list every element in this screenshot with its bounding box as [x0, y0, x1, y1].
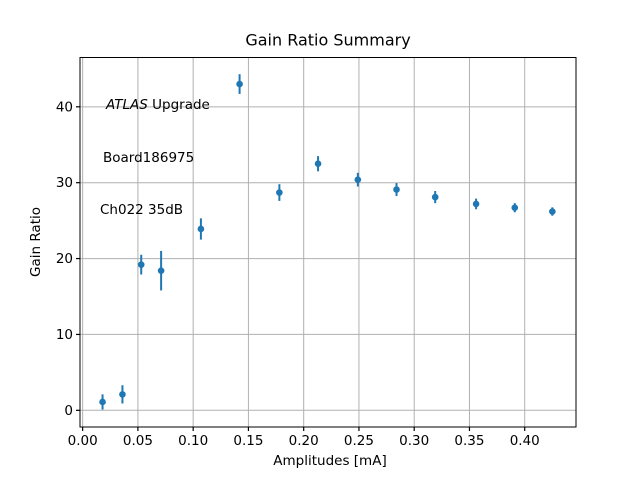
x-tick-label: 0.10 [178, 433, 208, 449]
x-tick-label: 0.00 [68, 433, 98, 449]
data-point [431, 193, 439, 201]
annotation-atlas-text: ATLAS [106, 97, 148, 113]
annotation-line-1: ATLAS Upgrade [100, 97, 210, 115]
data-point [472, 200, 480, 208]
data-point [393, 186, 400, 193]
x-tick-label: 0.15 [233, 433, 263, 449]
x-tick-label: 0.20 [289, 433, 319, 449]
y-axis-label: Gain Ratio [28, 207, 44, 277]
data-point [137, 261, 145, 268]
x-axis-label: Amplitudes [mA] [273, 453, 387, 469]
data-point [354, 176, 362, 183]
data-point [549, 208, 556, 215]
data-point [511, 204, 519, 212]
y-tick-label: 10 [56, 327, 73, 343]
x-tick-label: 0.35 [454, 433, 484, 449]
annotation-line-2: Board186975 [103, 149, 195, 166]
plot-border [79, 57, 577, 428]
data-point [119, 391, 126, 398]
x-tick-label: 0.40 [510, 433, 540, 449]
data-point [99, 398, 106, 406]
x-tick-label: 0.25 [344, 433, 374, 449]
annotation-line-3: Ch022 35dB [100, 202, 184, 218]
chart-title: Gain Ratio Summary [245, 30, 411, 50]
y-tick-label: 0 [64, 403, 73, 419]
y-tick-label: 20 [56, 251, 73, 267]
x-tick-label: 0.30 [399, 433, 429, 449]
data-point [314, 160, 322, 168]
y-tick-label: 30 [56, 175, 73, 191]
data-point [276, 189, 283, 196]
data-point [157, 267, 165, 275]
data-point [197, 225, 205, 233]
data-point [236, 80, 243, 88]
annotation-upgrade-text: Upgrade [147, 97, 210, 113]
x-tick-label: 0.05 [123, 433, 153, 449]
y-tick-label: 40 [56, 99, 73, 115]
annotation: ATLAS Upgrade Board186975 Ch022 35dB [100, 62, 210, 255]
